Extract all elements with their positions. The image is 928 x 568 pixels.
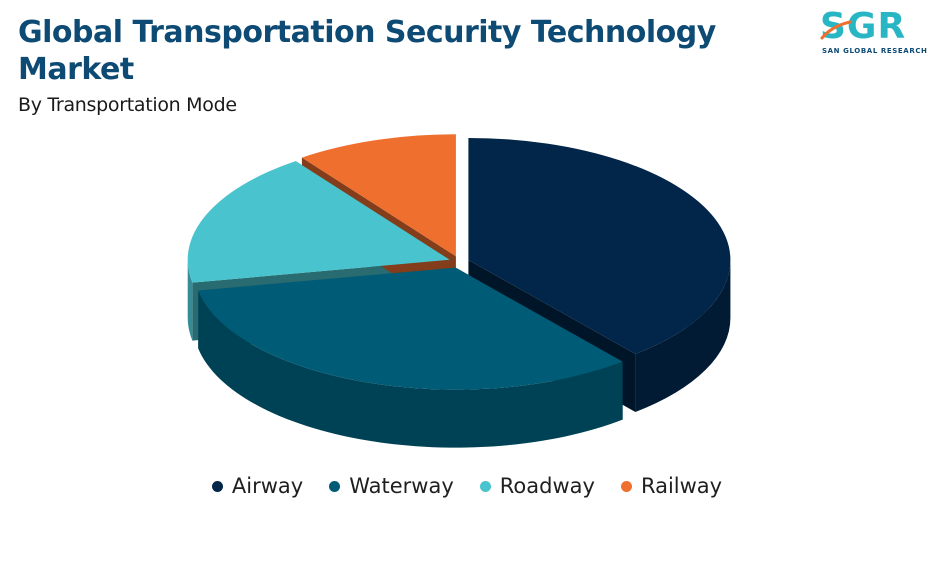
pie-slice-railway	[301, 134, 456, 257]
legend-label-airway: Airway	[231, 474, 304, 498]
pie-tops	[187, 134, 731, 390]
chart-subtitle: By Transportation Mode	[18, 94, 237, 116]
chart-title: Global Transportation Security Technolog…	[18, 15, 716, 87]
pie-wall-roadway	[187, 259, 193, 341]
logo-swoosh-icon	[820, 20, 852, 40]
legend-item-railway: Railway	[620, 474, 723, 498]
legend-item-waterway: Waterway	[329, 474, 454, 498]
legend-swatch-airway	[211, 480, 223, 492]
legend-swatch-waterway	[329, 480, 341, 492]
legend-label-roadway: Roadway	[499, 474, 595, 498]
sgr-logo: SGR SAN GLOBAL RESEARCH	[816, 6, 927, 58]
pie-wall-airway	[635, 259, 731, 412]
pie-slice-airway	[468, 137, 731, 354]
legend-item-airway: Airway	[211, 474, 304, 498]
legend-label-waterway: Waterway	[349, 474, 454, 498]
chart-legend: Airway Waterway Roadway Railway	[0, 472, 928, 500]
legend-label-railway: Railway	[640, 474, 723, 498]
logo-tagline: SAN GLOBAL RESEARCH	[822, 47, 928, 55]
legend-swatch-roadway	[479, 480, 491, 492]
legend-item-roadway: Roadway	[479, 474, 595, 498]
pie-wall-waterway	[198, 290, 623, 448]
pie-slice-roadway	[187, 161, 450, 283]
legend-swatch-railway	[620, 480, 632, 492]
pie-slice-waterway	[198, 267, 623, 390]
